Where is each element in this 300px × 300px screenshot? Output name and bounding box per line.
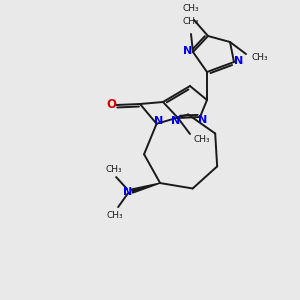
Polygon shape bbox=[132, 183, 160, 193]
Text: N: N bbox=[183, 46, 193, 56]
Text: CH₃: CH₃ bbox=[183, 17, 199, 26]
Text: CH₃: CH₃ bbox=[106, 165, 122, 174]
Text: CH₃: CH₃ bbox=[252, 53, 268, 62]
Text: CH₃: CH₃ bbox=[183, 4, 199, 13]
Text: N: N bbox=[171, 116, 181, 126]
Text: N: N bbox=[234, 56, 244, 66]
Text: N: N bbox=[198, 115, 208, 125]
Text: N: N bbox=[154, 116, 163, 126]
Text: O: O bbox=[106, 98, 116, 112]
Text: CH₃: CH₃ bbox=[194, 136, 211, 145]
Text: CH₃: CH₃ bbox=[107, 211, 123, 220]
Text: N: N bbox=[122, 187, 132, 197]
